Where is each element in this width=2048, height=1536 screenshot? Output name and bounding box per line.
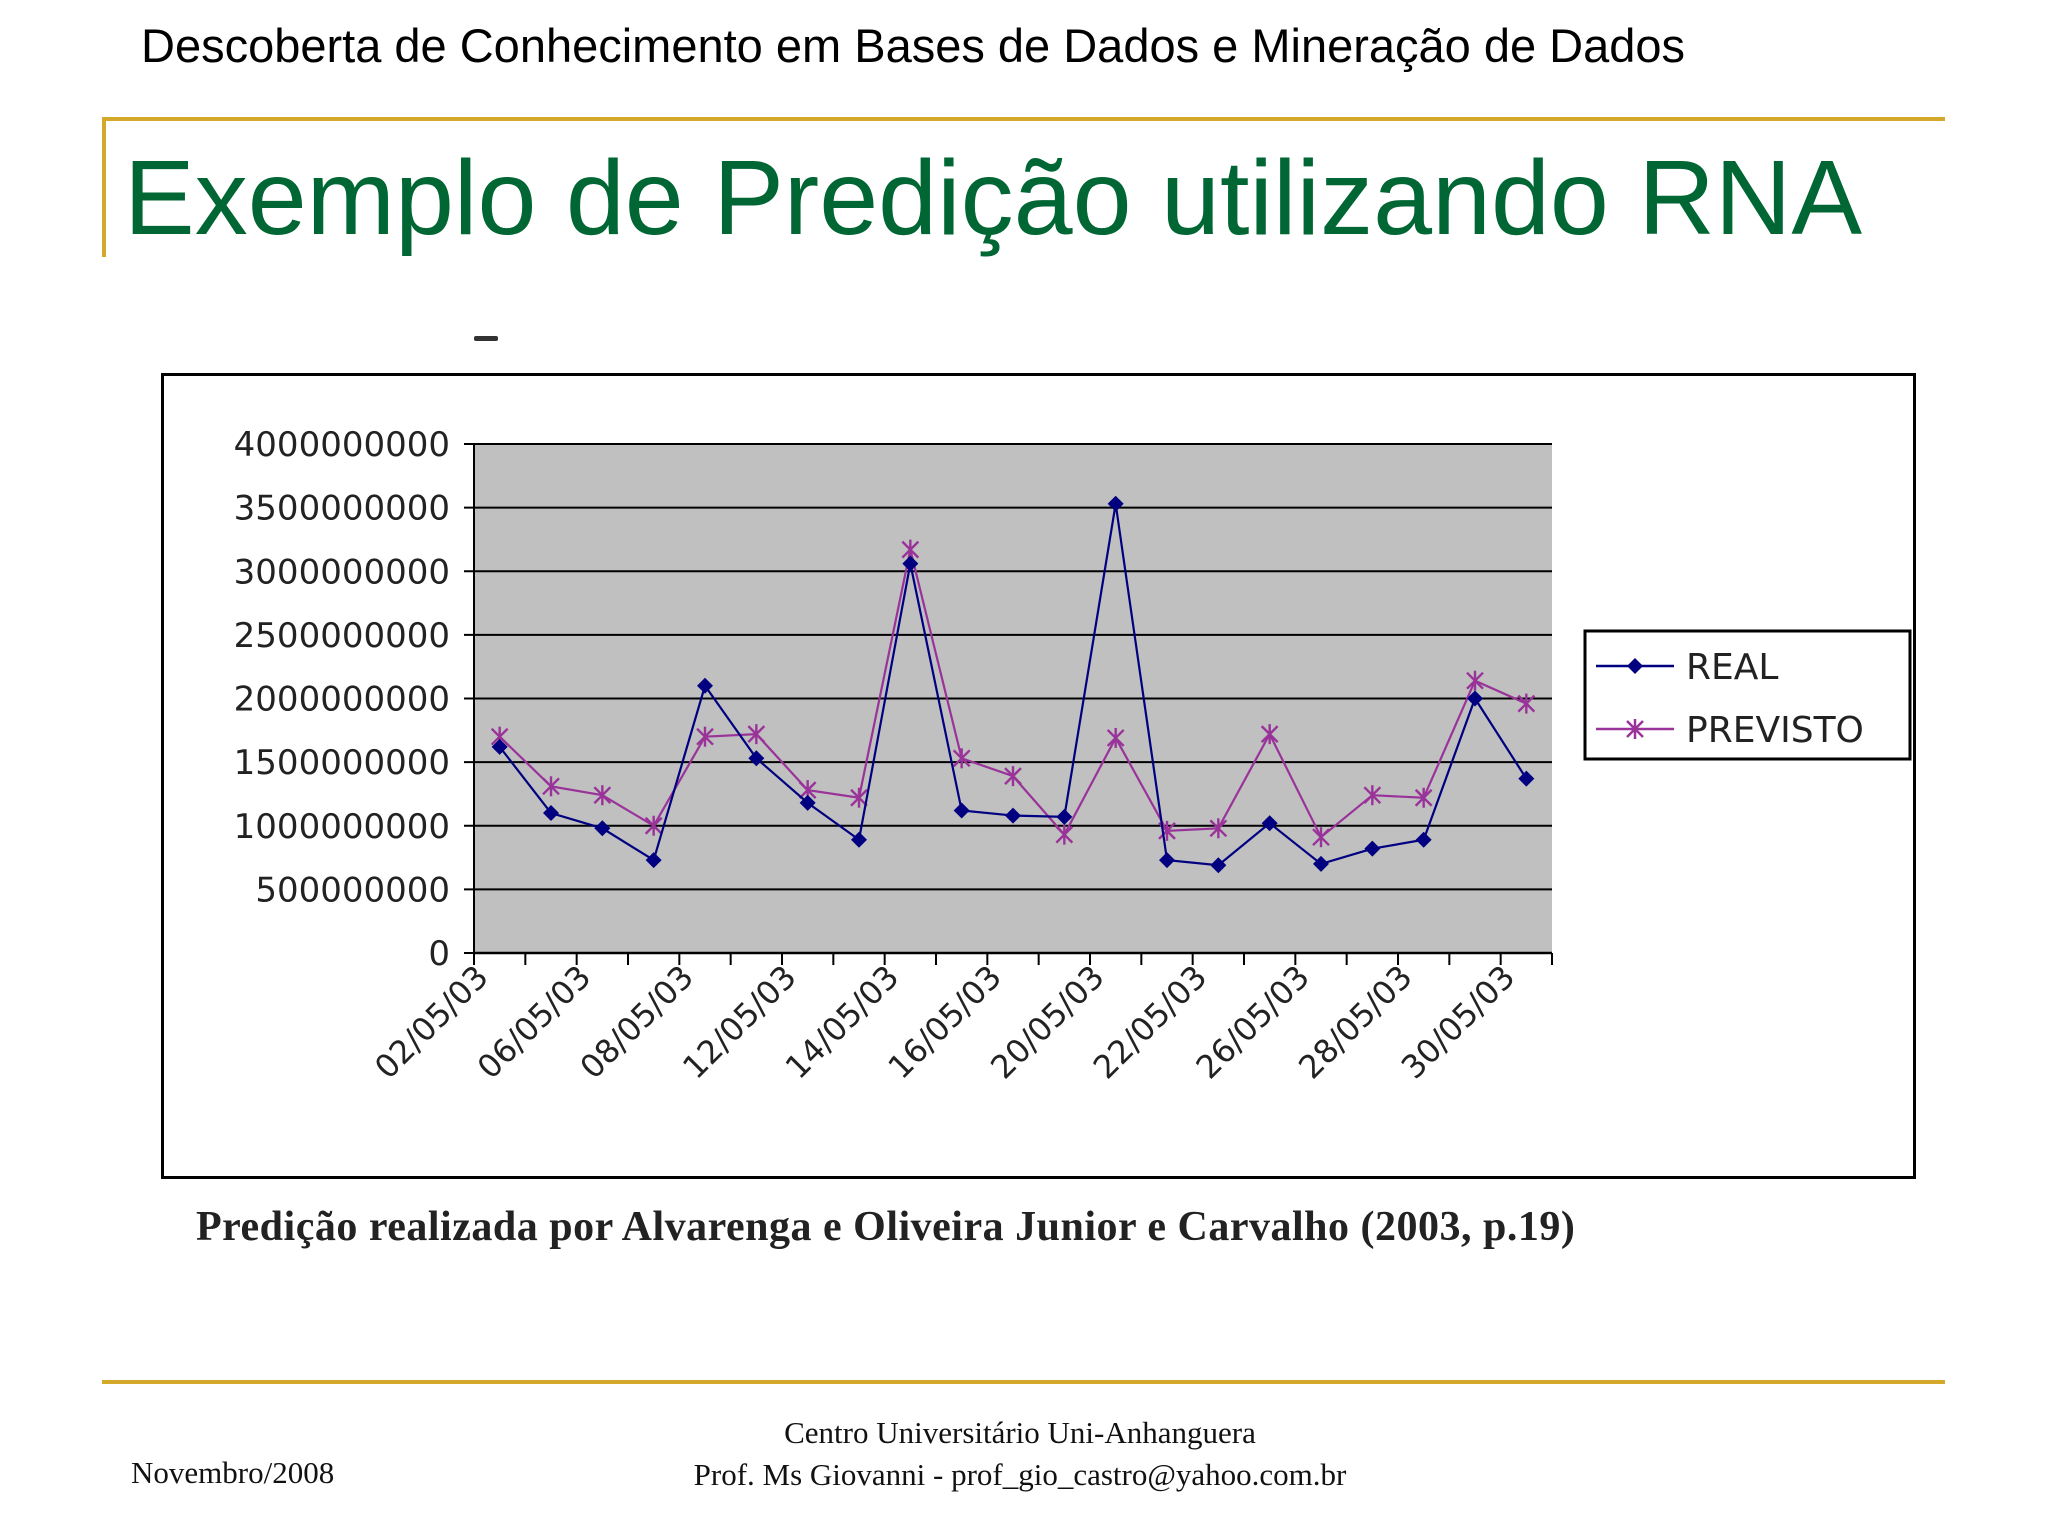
data-point-previsto <box>1106 727 1125 748</box>
data-point-previsto <box>542 776 560 797</box>
y-tick-label: 3500000000 <box>234 489 450 529</box>
data-point-real <box>1467 690 1483 707</box>
data-point-real <box>697 677 713 694</box>
footer-date: Novembro/2008 <box>131 1455 335 1490</box>
y-tick-label: 1000000000 <box>234 807 450 847</box>
data-point-real <box>748 750 765 767</box>
data-point-real <box>594 820 611 837</box>
data-point-real <box>1261 815 1278 832</box>
y-tick-label: 1500000000 <box>234 743 450 783</box>
data-point-previsto <box>1209 818 1228 839</box>
legend: REAL PREVISTO <box>1583 629 1912 761</box>
axes <box>464 443 1553 965</box>
data-point-previsto <box>1055 824 1074 845</box>
data-point-previsto <box>747 724 766 745</box>
title-side-line <box>102 117 106 257</box>
y-tick-label: 4000000000 <box>234 425 450 465</box>
x-tick-labels: 02/05/0306/05/0308/05/0312/05/0314/05/03… <box>367 958 1522 1086</box>
legend-box <box>1583 629 1912 761</box>
data-point-previsto <box>952 748 971 769</box>
legend-previsto-marker <box>1626 719 1644 739</box>
data-point-real <box>851 831 867 848</box>
footer-author: Prof. Ms Giovanni - prof_gio_castro@yaho… <box>693 1457 1347 1492</box>
data-point-real <box>1005 807 1021 824</box>
data-point-real <box>1518 770 1535 787</box>
y-tick-label: 3000000000 <box>234 552 450 592</box>
legend-real-label: REAL <box>1686 647 1778 688</box>
footer-credits: Centro Universitário Uni-Anhanguera Prof… <box>520 1412 1520 1496</box>
chart-frame: 4000000000 3500000000 3000000000 2500000000… <box>161 373 1916 1179</box>
line-chart: 4000000000 3500000000 3000000000 2500000000… <box>234 425 1912 1086</box>
y-tick-label: 2500000000 <box>234 616 450 656</box>
data-point-real <box>953 802 970 819</box>
data-point-previsto <box>593 785 612 806</box>
title-divider-line <box>102 117 1945 121</box>
x-tick-label: 30/05/03 <box>1394 958 1522 1086</box>
data-point-previsto <box>644 815 663 836</box>
y-tick-label: 2000000000 <box>234 680 450 720</box>
data-point-real <box>645 852 662 869</box>
data-point-previsto <box>1517 693 1536 714</box>
legend-previsto-label: PREVISTO <box>1686 710 1864 751</box>
gridlines <box>474 443 1552 891</box>
data-point-real <box>1364 840 1381 857</box>
data-point-previsto <box>1414 787 1433 808</box>
y-tick-labels: 4000000000 3500000000 3000000000 2500000000… <box>234 425 450 974</box>
footer-institution: Centro Universitário Uni-Anhanguera <box>784 1415 1256 1450</box>
slide-title: Exemplo de Predição utilizando RNA <box>124 139 1863 257</box>
stray-mark <box>474 336 498 341</box>
series <box>490 495 1536 874</box>
data-point-previsto <box>1312 827 1330 848</box>
legend-real-marker <box>1627 658 1643 674</box>
data-point-real <box>543 805 559 822</box>
data-point-previsto <box>850 787 868 808</box>
y-tick-label: 0 <box>428 934 450 974</box>
data-point-real <box>902 555 919 572</box>
data-point-real <box>1313 855 1329 872</box>
data-point-real <box>491 738 508 755</box>
y-tick-label: 500000000 <box>255 870 450 910</box>
data-point-previsto <box>696 726 714 747</box>
data-point-real <box>799 794 816 811</box>
footer-divider-line <box>102 1380 1945 1384</box>
data-point-previsto <box>1004 766 1022 787</box>
data-point-real <box>1159 852 1175 869</box>
course-title: Descoberta de Conhecimento em Bases de D… <box>141 19 1686 72</box>
data-point-real <box>1056 808 1073 825</box>
data-point-previsto <box>1466 670 1484 691</box>
data-point-real <box>1415 831 1432 848</box>
data-point-real <box>1107 495 1124 512</box>
data-point-real <box>1210 857 1227 874</box>
chart-caption: Predição realizada por Alvarenga e Olive… <box>196 1204 1576 1250</box>
data-point-previsto <box>1363 785 1382 806</box>
data-point-previsto <box>1260 724 1279 745</box>
